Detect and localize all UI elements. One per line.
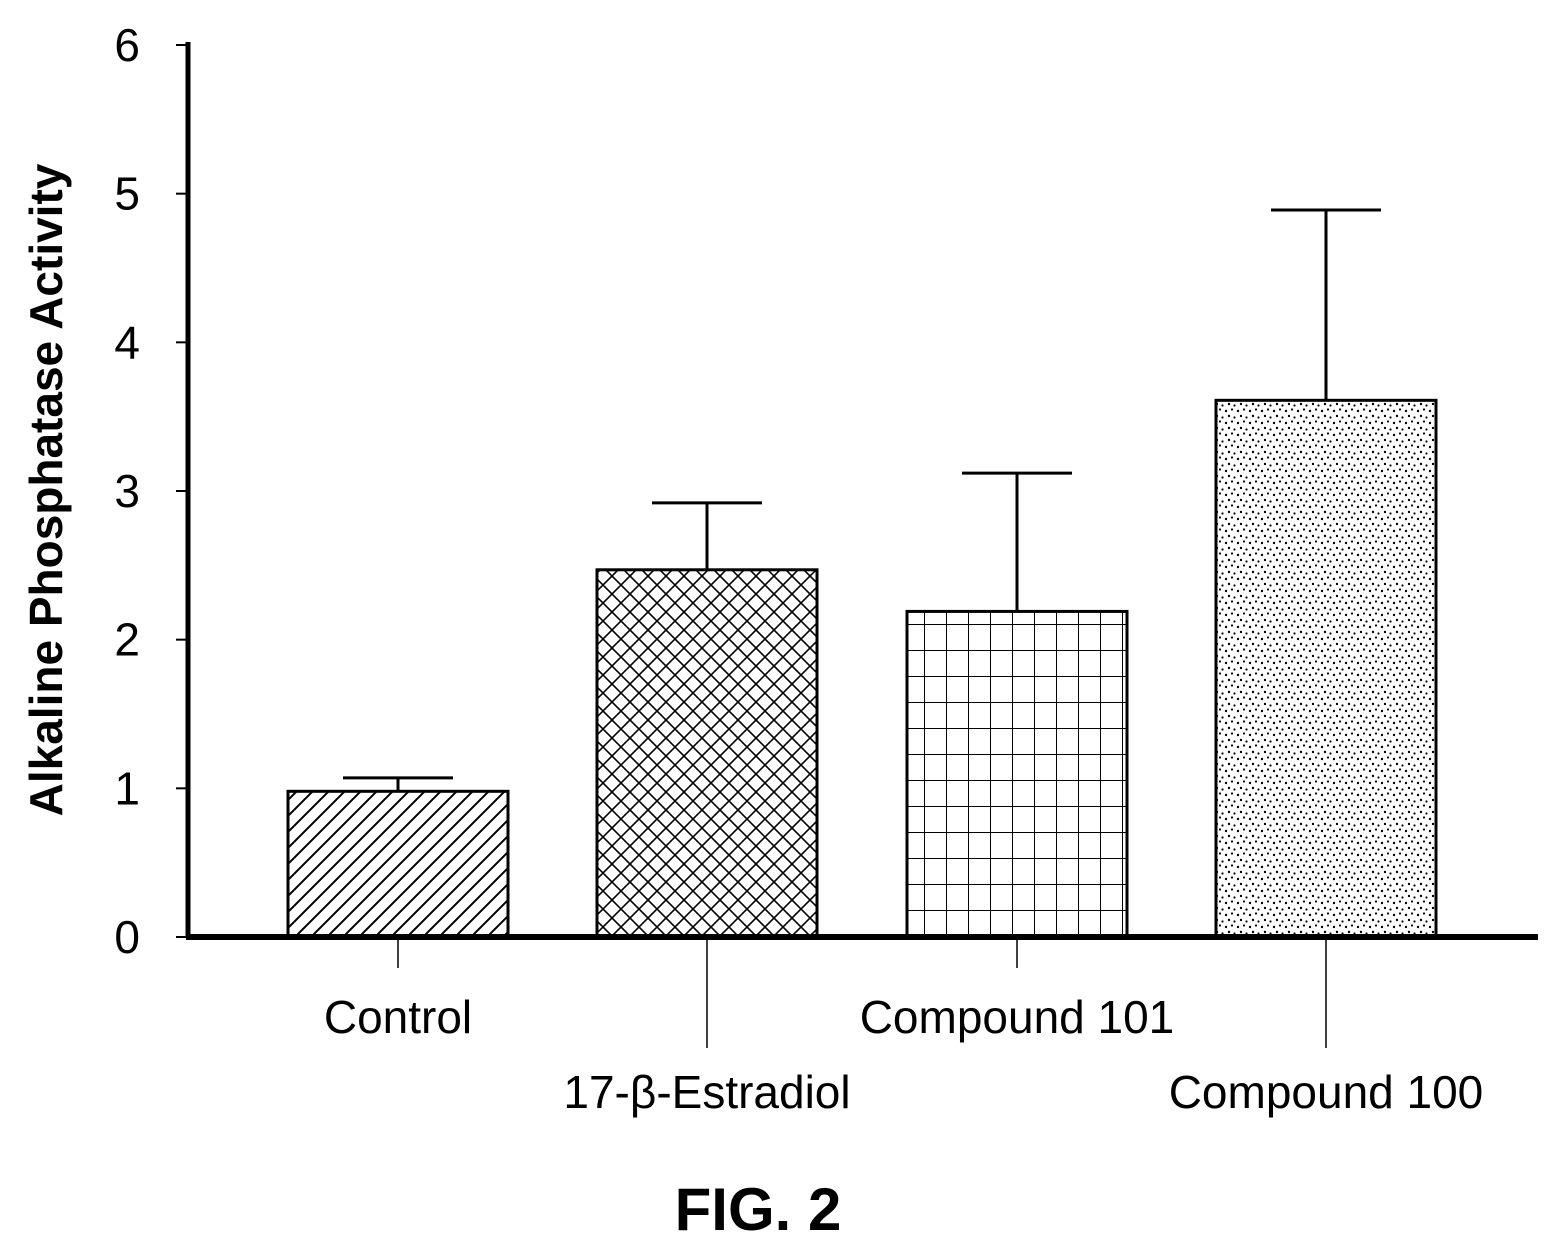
- bar-control: [286, 789, 510, 939]
- figure-caption: FIG. 2: [675, 1176, 842, 1243]
- bar-17-estradiol: [595, 568, 819, 939]
- y-tick-label: 1: [114, 762, 140, 814]
- y-tick-label: 0: [114, 911, 140, 963]
- x-category-label: Compound 101: [860, 991, 1175, 1043]
- y-tick-label: 2: [114, 614, 140, 666]
- bar-compound-101: [905, 609, 1129, 939]
- y-tick-label: 4: [114, 316, 140, 368]
- y-tick-label: 3: [114, 465, 140, 517]
- y-axis-title: Alkaline Phosphatase Activity: [20, 163, 72, 816]
- bar-compound-100: [1214, 398, 1438, 939]
- x-category-label: Compound 100: [1169, 1066, 1484, 1118]
- y-tick-label: 5: [114, 168, 140, 220]
- x-category-label: 17-β-Estradiol: [563, 1066, 850, 1118]
- x-category-label: Control: [324, 991, 472, 1043]
- y-tick-label: 6: [114, 19, 140, 71]
